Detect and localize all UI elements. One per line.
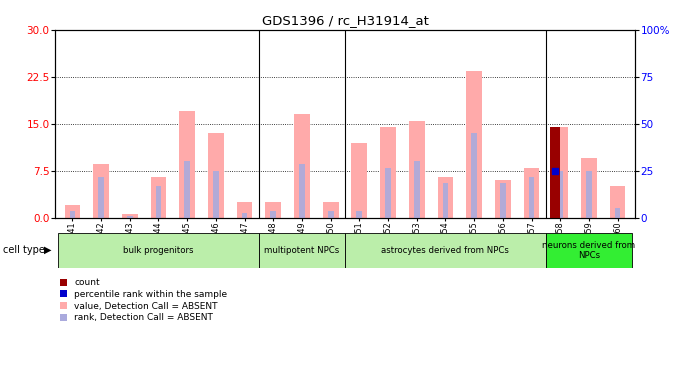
Bar <box>586 171 592 217</box>
Bar <box>380 127 396 218</box>
Bar <box>558 171 563 217</box>
Bar <box>213 171 219 217</box>
Bar <box>208 133 224 218</box>
Bar <box>259 232 345 268</box>
Bar <box>156 186 161 218</box>
Bar <box>500 183 506 218</box>
Bar <box>150 177 166 218</box>
Bar <box>351 142 367 218</box>
Text: astrocytes derived from NPCs: astrocytes derived from NPCs <box>382 246 509 255</box>
Bar <box>615 208 620 218</box>
Bar <box>184 161 190 218</box>
Bar <box>524 168 540 217</box>
Text: ▶: ▶ <box>43 245 51 255</box>
Bar <box>65 205 80 218</box>
Bar <box>385 168 391 217</box>
Bar <box>122 214 138 217</box>
Text: multipotent NPCs: multipotent NPCs <box>264 246 339 255</box>
Bar <box>270 211 276 217</box>
Bar <box>98 177 104 218</box>
Bar <box>552 127 568 218</box>
Bar <box>328 211 333 217</box>
Bar <box>550 127 560 218</box>
Bar <box>70 211 75 217</box>
Bar <box>345 232 546 268</box>
Bar <box>466 70 482 217</box>
Bar <box>58 232 259 268</box>
Bar <box>299 164 305 218</box>
Bar <box>93 164 109 218</box>
Title: GDS1396 / rc_H31914_at: GDS1396 / rc_H31914_at <box>262 15 428 27</box>
Bar <box>294 114 310 218</box>
Bar <box>357 211 362 217</box>
Bar <box>529 177 534 218</box>
Legend: count, percentile rank within the sample, value, Detection Call = ABSENT, rank, : count, percentile rank within the sample… <box>60 278 227 322</box>
Text: cell type: cell type <box>3 245 46 255</box>
Bar <box>409 121 424 218</box>
Text: bulk progenitors: bulk progenitors <box>124 246 194 255</box>
Bar <box>546 232 632 268</box>
Text: neurons derived from
NPCs: neurons derived from NPCs <box>542 241 635 260</box>
Bar <box>241 213 248 217</box>
Bar <box>437 177 453 218</box>
Bar <box>495 180 511 218</box>
Bar <box>610 186 625 218</box>
Bar <box>127 216 132 217</box>
Bar <box>581 158 597 218</box>
Bar <box>179 111 195 218</box>
Bar <box>266 202 281 217</box>
Bar <box>414 161 420 218</box>
Bar <box>471 133 477 218</box>
Bar <box>442 183 448 218</box>
Bar <box>237 202 253 217</box>
Bar <box>323 202 339 217</box>
